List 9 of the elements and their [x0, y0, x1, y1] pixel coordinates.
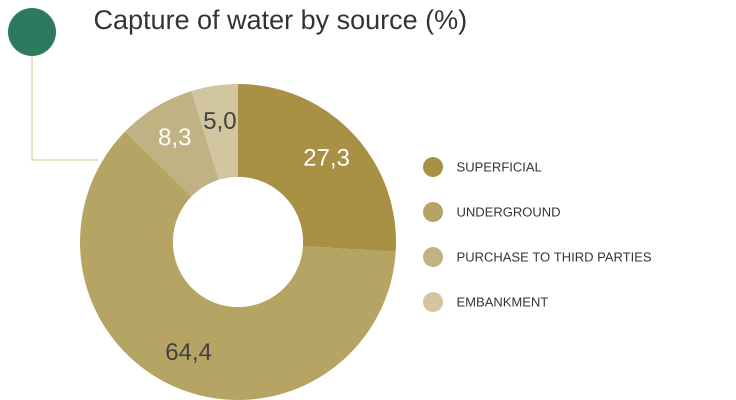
data-label: 5,0 — [204, 112, 236, 132]
legend-label: PURCHASE TO THIRD PARTIES — [458, 252, 651, 262]
legend-label: SUPERFICIAL — [457, 162, 542, 172]
data-label: 64,4 — [166, 343, 212, 363]
legend-label: EMBANKMENT — [458, 298, 548, 306]
data-label: 27,3 — [304, 148, 349, 169]
legend-label: UNDERGROUND — [458, 207, 560, 217]
data-label: 8,3 — [159, 128, 190, 148]
chart-title: Capture of water by source (%) — [94, 9, 466, 35]
